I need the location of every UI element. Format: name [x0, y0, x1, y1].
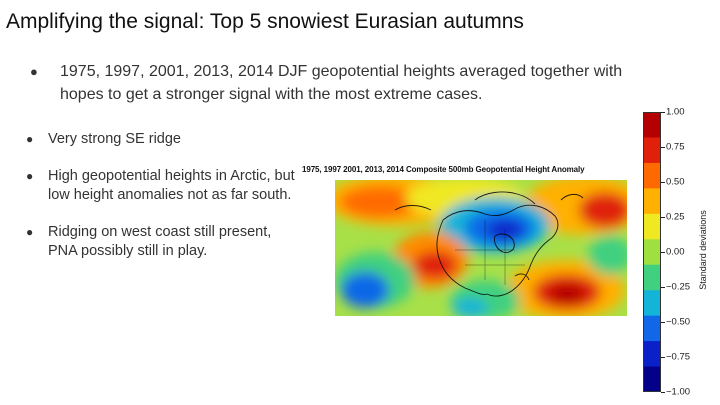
- colorbar-segment: [643, 290, 661, 317]
- colorbar-tick-label: 0.25: [666, 211, 685, 223]
- colorbar-tick-mark: [661, 182, 665, 183]
- colorbar-border: [643, 112, 661, 392]
- colorbar-segment: [643, 162, 661, 189]
- bullet-list: ● Very strong SE ridge ● High geopotenti…: [26, 130, 296, 279]
- colorbar-tick-mark: [661, 357, 665, 358]
- colorbar-tick-mark: [661, 147, 665, 148]
- colorbar-tick-mark: [661, 392, 665, 393]
- colorbar-tick-mark: [661, 287, 665, 288]
- colorbar-tick-label: 0.50: [666, 176, 685, 188]
- colorbar-tick-label: 0.00: [666, 246, 685, 258]
- colorbar-label: Standard deviations: [698, 210, 708, 290]
- colorbar-segment: [643, 188, 661, 215]
- colorbar-segment: [643, 239, 661, 266]
- colorbar-tick-mark: [661, 252, 665, 253]
- colorbar-tick-mark: [661, 217, 665, 218]
- intro-bullet: ● 1975, 1997, 2001, 2013, 2014 DJF geopo…: [30, 60, 670, 106]
- bullet-text: High geopotential heights in Arctic, but…: [48, 168, 295, 203]
- intro-text: 1975, 1997, 2001, 2013, 2014 DJF geopote…: [60, 63, 623, 103]
- map-title: 1975, 1997 2001, 2013, 2014 Composite 50…: [302, 165, 585, 174]
- bullet-item: ● Very strong SE ridge: [26, 130, 296, 149]
- bullet-text: Ridging on west coast still present, PNA…: [48, 224, 272, 259]
- colorbar-tick-label: 0.75: [666, 141, 685, 153]
- colorbar: [643, 112, 661, 392]
- colorbar-segment: [643, 366, 661, 392]
- colorbar-tick-label: −0.75: [666, 351, 691, 363]
- bullet-marker: ●: [26, 225, 34, 239]
- bullet-item: ● High geopotential heights in Arctic, b…: [26, 167, 296, 205]
- bullet-marker: ●: [26, 169, 34, 183]
- colorbar-tick-mark: [661, 112, 665, 113]
- colorbar-segment: [643, 315, 661, 342]
- colorbar-tick-label: −0.50: [666, 316, 691, 328]
- colorbar-tick-mark: [661, 322, 665, 323]
- colorbar-segment: [643, 213, 661, 240]
- colorbar-segment: [643, 112, 661, 138]
- bullet-item: ● Ridging on west coast still present, P…: [26, 223, 296, 261]
- colorbar-segment: [643, 341, 661, 368]
- bullet-text: Very strong SE ridge: [48, 131, 181, 147]
- bullet-marker: ●: [30, 64, 38, 79]
- colorbar-tick-label: −1.00: [666, 386, 691, 398]
- colorbar-segment: [643, 137, 661, 164]
- bullet-marker: ●: [26, 132, 34, 146]
- colorbar-tick-label: −0.25: [666, 281, 691, 293]
- colorbar-tick-label: 1.00: [666, 106, 685, 118]
- anomaly-map: [335, 180, 627, 316]
- colorbar-segment: [643, 264, 661, 291]
- slide-title: Amplifying the signal: Top 5 snowiest Eu…: [6, 10, 524, 33]
